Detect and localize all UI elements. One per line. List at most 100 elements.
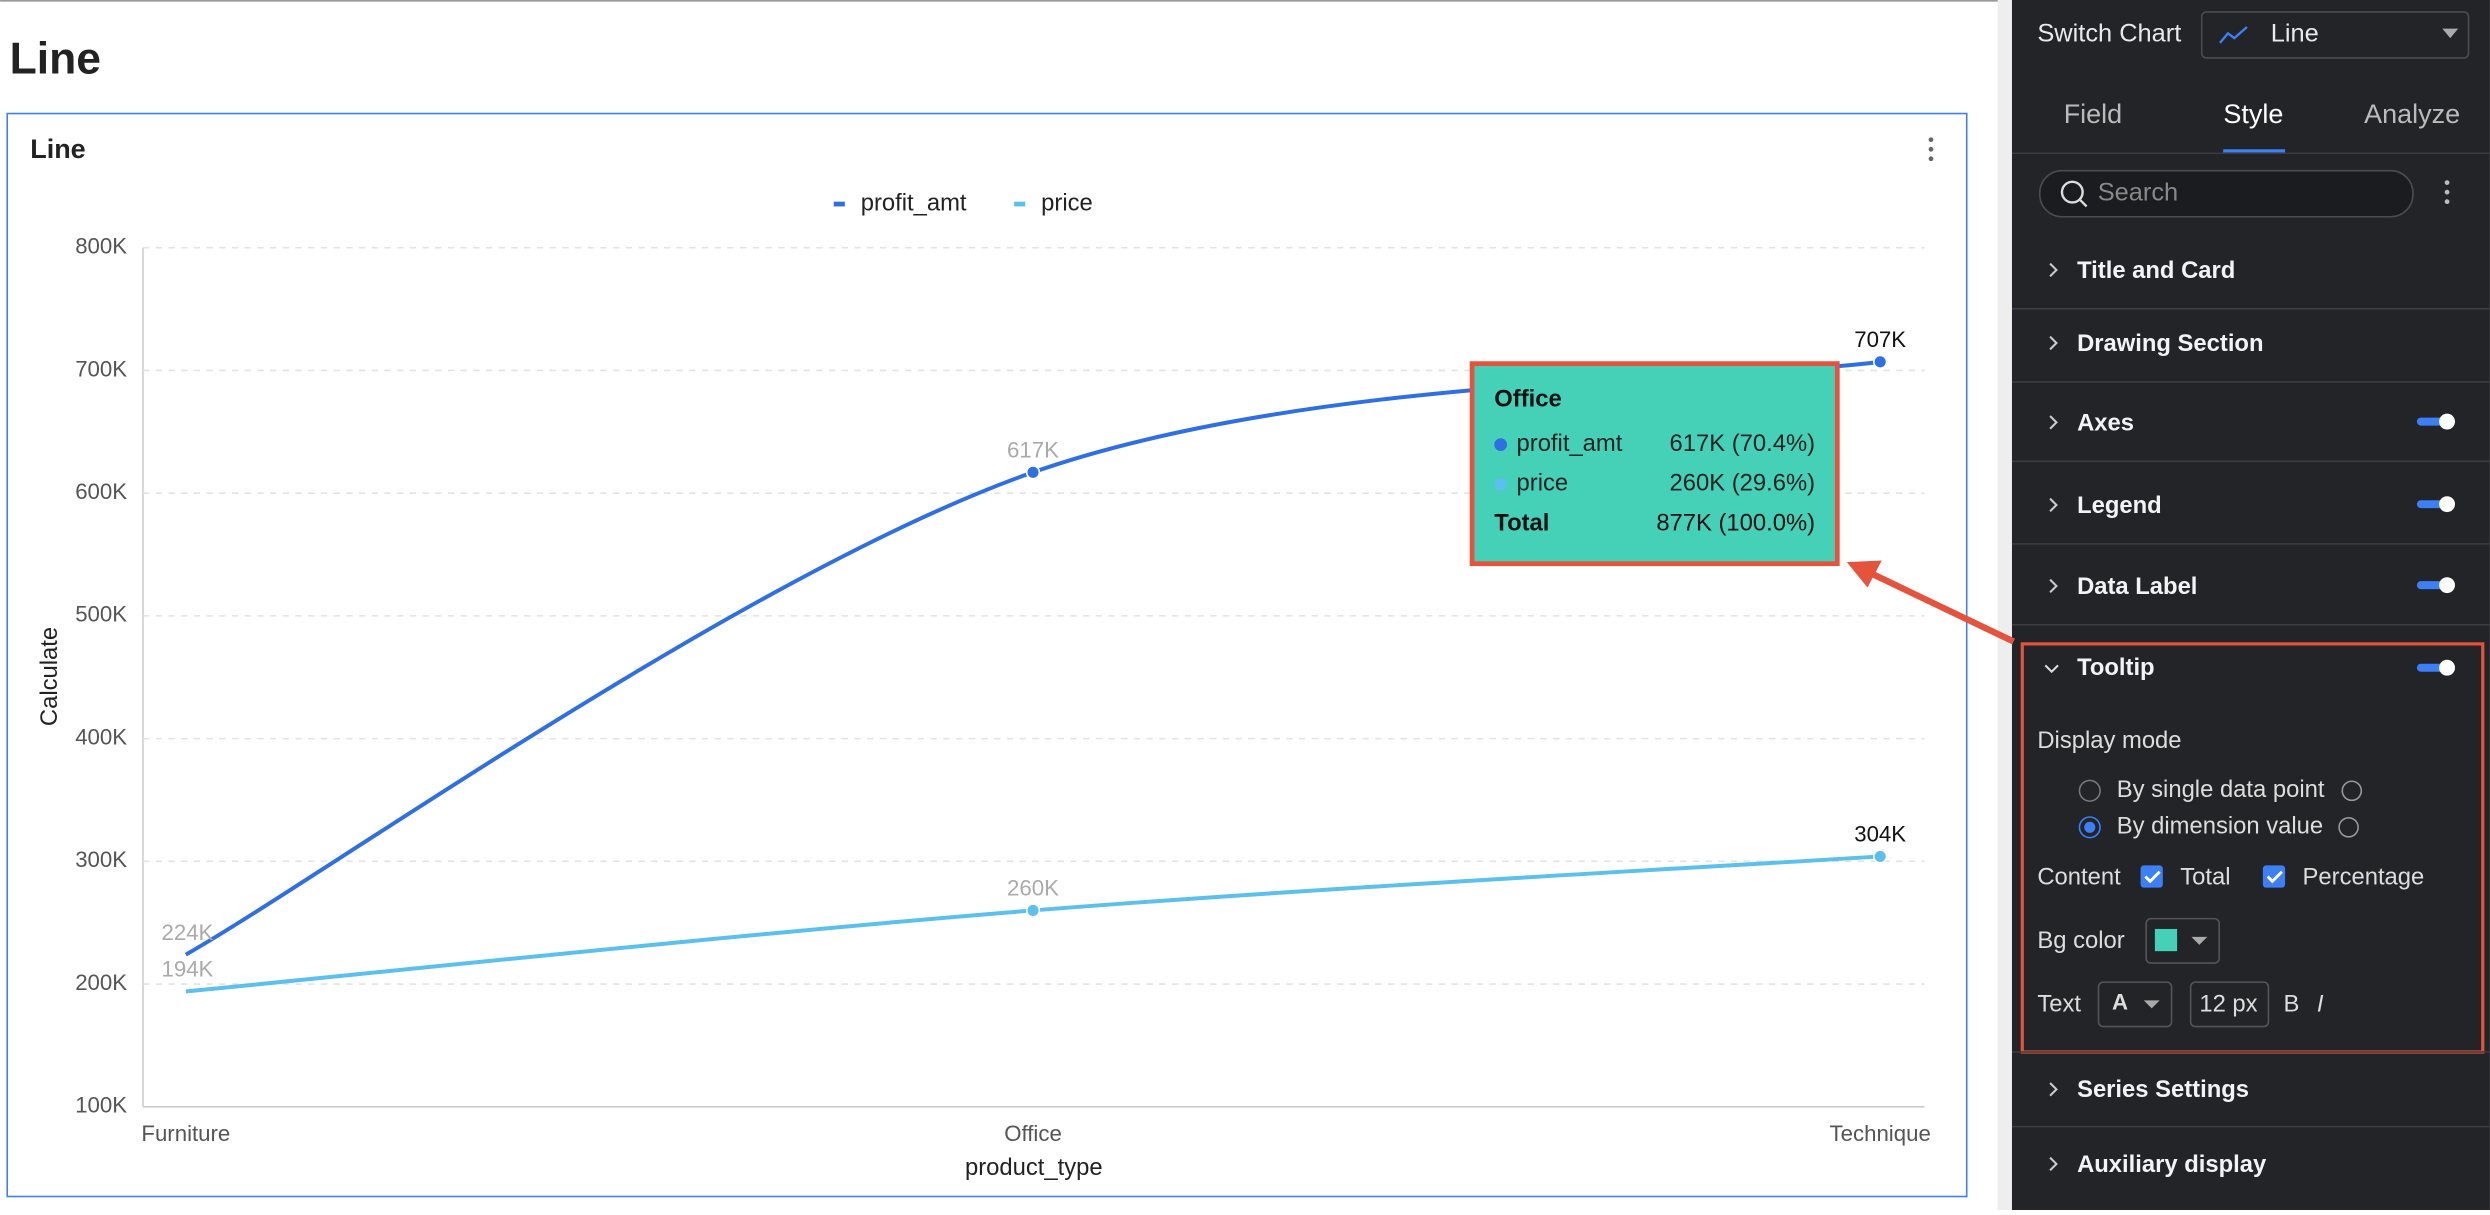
data-point <box>1873 354 1888 369</box>
y-tick-label: 800K <box>75 234 127 259</box>
chevron <box>2049 1156 2058 1172</box>
radio-label: By dimension value <box>2117 813 2323 840</box>
chart-title: Line <box>30 134 85 164</box>
section-title[interactable]: Axes <box>2077 409 2134 436</box>
color-picker[interactable] <box>2145 917 2220 964</box>
section-title[interactable]: Data Label <box>2077 573 2197 600</box>
check <box>2144 870 2161 884</box>
font-color-picker[interactable] <box>2097 981 2173 1028</box>
annotation-arrow <box>1866 568 2015 645</box>
section-title[interactable]: Drawing Section <box>2077 330 2263 357</box>
tooltip-value: 260K (29.6%) <box>1670 470 1816 497</box>
checkbox-label: Percentage <box>2303 863 2425 890</box>
toggle-knob <box>2439 577 2455 594</box>
data-point <box>1873 849 1888 864</box>
section-title[interactable]: Series Settings <box>2077 1076 2249 1103</box>
tooltip-dot <box>1494 477 1508 491</box>
chart-card <box>6 112 1968 1198</box>
chevron <box>2049 497 2058 513</box>
y-tick-label: 700K <box>75 356 127 381</box>
chevron <box>2049 335 2058 351</box>
tooltip <box>1469 361 1840 567</box>
legend-label[interactable]: price <box>1041 189 1093 216</box>
y-tick-label: 200K <box>75 970 127 995</box>
line-icon <box>2219 26 2248 44</box>
italic-button[interactable]: I <box>2317 990 2324 1017</box>
section-title[interactable]: Title and Card <box>2077 257 2235 284</box>
y-tick-label: 600K <box>75 479 127 504</box>
toggle-knob <box>2439 659 2455 676</box>
bg-color-label: Bg color <box>2037 927 2124 954</box>
tab[interactable]: Field <box>2064 99 2123 129</box>
section-title[interactable]: Auxiliary display <box>2077 1151 2267 1178</box>
section-title[interactable]: Legend <box>2077 492 2162 519</box>
info-icon <box>2338 816 2359 838</box>
checkbox[interactable] <box>2262 865 2286 888</box>
bold-button[interactable]: B <box>2284 990 2300 1017</box>
y-axis-label: Calculate <box>36 627 63 726</box>
data-label: 194K <box>161 957 213 982</box>
checkbox[interactable] <box>2140 865 2163 888</box>
checkbox-label: Total <box>2180 863 2230 890</box>
y-tick-label: 400K <box>75 724 127 749</box>
toggle-knob <box>2439 413 2455 430</box>
tooltip-total: 877K (100.0%) <box>1656 509 1815 536</box>
dropdown-arrow <box>2191 936 2208 945</box>
text-label: Text <box>2037 990 2081 1017</box>
radio-dot <box>2084 821 2096 833</box>
dropdown-arrow <box>2143 1000 2160 1009</box>
radio-checked[interactable] <box>2078 816 2101 839</box>
data-point <box>1025 903 1041 918</box>
chart-select[interactable] <box>2200 11 2470 59</box>
dropdown-arrow <box>2442 28 2459 39</box>
color-swatch <box>2154 928 2178 952</box>
chevron <box>2049 578 2058 594</box>
search-box[interactable] <box>2038 169 2414 218</box>
y-tick-label: 500K <box>75 602 127 627</box>
tooltip-series: price <box>1517 470 1569 497</box>
tooltip-value: 617K (70.4%) <box>1670 430 1816 457</box>
radio-label: By single data point <box>2117 776 2325 803</box>
switch-chart-label: Switch Chart <box>2037 20 2181 48</box>
chevron <box>2049 1082 2058 1097</box>
tooltip-series: profit_amt <box>1517 430 1623 457</box>
section-title[interactable]: Tooltip <box>2077 654 2155 681</box>
legend-label[interactable]: profit_amt <box>861 189 967 216</box>
tab-underline <box>2223 149 2286 153</box>
page-title: Line <box>10 35 101 84</box>
font-size-input[interactable] <box>2189 981 2270 1028</box>
data-point <box>1025 465 1041 480</box>
tab[interactable]: Analyze <box>2364 99 2460 129</box>
x-tick-label: Office <box>1004 1121 1062 1146</box>
x-tick-label: Technique <box>1830 1121 1931 1146</box>
info-icon <box>2341 780 2363 802</box>
panel-more[interactable] <box>2444 180 2450 205</box>
chevron <box>2049 415 2058 430</box>
y-tick-label: 100K <box>75 1093 127 1118</box>
arrow-head <box>1846 560 1882 588</box>
data-label: 304K <box>1854 822 1906 847</box>
data-label: 260K <box>1007 876 1059 901</box>
more-icon[interactable] <box>1928 137 1934 162</box>
legend-marker <box>1014 201 1026 207</box>
chevron <box>2049 262 2058 278</box>
y-tick-label: 300K <box>75 847 127 872</box>
scrollbar[interactable] <box>1997 0 2012 1210</box>
data-label: 617K <box>1007 438 1059 463</box>
tab-active[interactable]: Style <box>2223 99 2283 129</box>
tooltip-title: Office <box>1494 385 1561 412</box>
toggle-knob <box>2439 496 2455 513</box>
data-label: 707K <box>1854 327 1906 352</box>
display-mode-label: Display mode <box>2037 727 2181 754</box>
legend-marker <box>833 201 845 207</box>
content-label: Content <box>2037 863 2121 890</box>
tooltip-dot <box>1494 438 1508 451</box>
data-label: 224K <box>161 920 213 945</box>
radio[interactable] <box>2078 779 2101 802</box>
x-tick-label: Furniture <box>141 1121 230 1146</box>
search-icon <box>2060 180 2084 204</box>
font-icon: A <box>2112 989 2128 1014</box>
search-placeholder: Search <box>2098 178 2178 206</box>
tooltip-total-label: Total <box>1494 509 1549 536</box>
